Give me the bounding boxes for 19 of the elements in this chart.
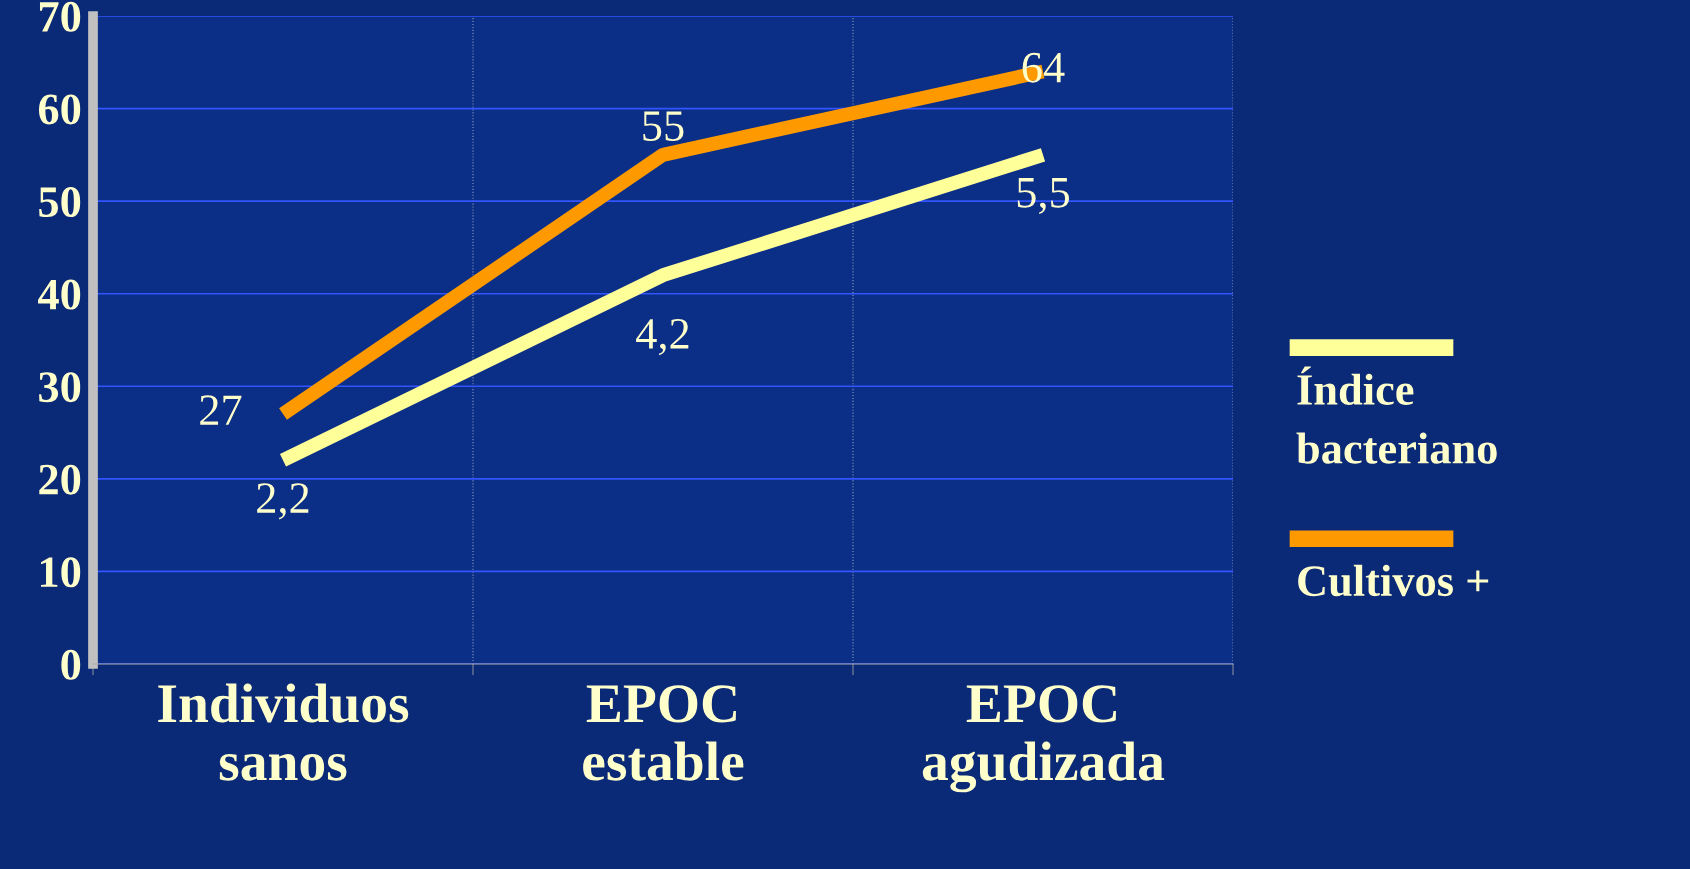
legend-label: Cultivos + [1298, 564, 1489, 597]
annotation: 2,2 [257, 483, 309, 520]
y-tick-label: 10 [41, 557, 81, 588]
y-tick-label: 60 [38, 94, 81, 125]
annotation: 5,5 [1017, 178, 1070, 215]
data-label: 64 [1022, 52, 1065, 83]
x-tick-label: EPOC estable [583, 685, 744, 781]
legend-label: Índice bacteriano [1296, 366, 1497, 464]
data-label: 55 [643, 111, 684, 141]
data-label: 27 [200, 395, 242, 425]
x-tick-label: EPOC agudizada [922, 685, 1165, 793]
annotation: 4,2 [636, 318, 689, 356]
y-tick-label: 40 [38, 279, 81, 310]
y-tick-label: 70 [39, 1, 81, 32]
y-tick-label: 50 [39, 187, 81, 217]
y-tick-label: 0 [61, 649, 81, 680]
y-tick-label: 30 [39, 372, 81, 403]
y-tick-label: 20 [39, 464, 81, 495]
x-tick-label: Individuos sanos [158, 683, 409, 781]
